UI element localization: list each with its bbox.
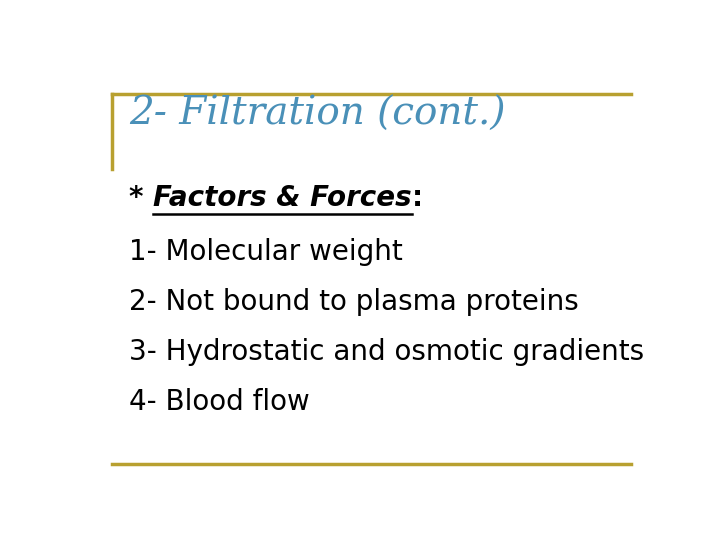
Text: :: : xyxy=(412,184,423,212)
Text: 1- Molecular weight: 1- Molecular weight xyxy=(129,238,402,266)
Text: 4- Blood flow: 4- Blood flow xyxy=(129,388,310,416)
Text: 3- Hydrostatic and osmotic gradients: 3- Hydrostatic and osmotic gradients xyxy=(129,338,644,366)
Text: Factors & Forces: Factors & Forces xyxy=(153,184,412,212)
Text: 2- Not bound to plasma proteins: 2- Not bound to plasma proteins xyxy=(129,288,579,316)
Text: *: * xyxy=(129,184,153,212)
Text: 2- Filtration (cont.): 2- Filtration (cont.) xyxy=(129,96,505,133)
